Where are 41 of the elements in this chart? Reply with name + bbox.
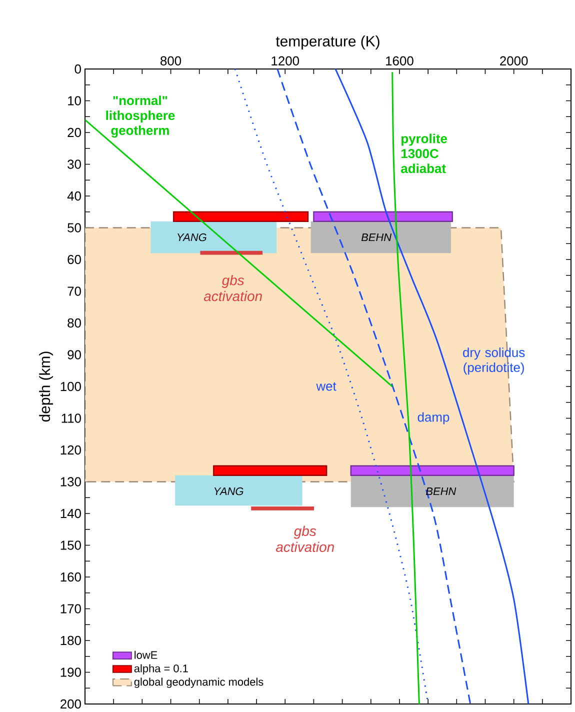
- y-tick-label: 70: [68, 286, 81, 296]
- y-tick-label: 0: [74, 64, 81, 74]
- annotation: YANG: [214, 487, 244, 496]
- y-tick-label: 100: [60, 382, 81, 392]
- legend-label: lowE: [134, 650, 158, 659]
- y-tick-label: 10: [68, 96, 81, 106]
- annotation: dry solidus (peridotite): [463, 348, 525, 375]
- y-tick-label: 50: [68, 223, 81, 232]
- annotation: pyrolite 1300C adiabat: [401, 134, 448, 174]
- line-series: [334, 69, 530, 704]
- y-tick-label: 80: [68, 318, 81, 328]
- x-tick-label: 800: [160, 56, 182, 66]
- y-tick-label: 30: [68, 160, 81, 169]
- legend-label: alpha = 0.1: [134, 664, 188, 674]
- y-tick-label: 60: [68, 254, 81, 264]
- x-tick-label: 1200: [272, 56, 300, 66]
- annotation: damp: [418, 412, 450, 424]
- x-tick-label: 2000: [500, 56, 528, 66]
- y-tick-label: 150: [60, 540, 81, 550]
- y-tick-label: 140: [60, 508, 81, 518]
- y-tick-label: 130: [60, 477, 81, 486]
- x-axis-title: temperature (K): [276, 36, 380, 50]
- annotation: YANG: [178, 233, 206, 242]
- y-tick-label: 170: [60, 604, 81, 614]
- y-tick-label: 160: [60, 572, 81, 582]
- y-tick-label: 200: [60, 699, 81, 709]
- annotation: wet: [316, 382, 336, 391]
- y-tick-label: 20: [68, 128, 81, 138]
- y-tick-label: 190: [60, 668, 81, 677]
- y-tick-label: 90: [68, 350, 81, 360]
- annotation: gbs activation: [276, 526, 334, 552]
- y-axis-title: depth (km): [39, 352, 54, 422]
- y-tick-label: 120: [60, 445, 81, 455]
- x-tick-label: 1600: [386, 56, 414, 66]
- y-tick-label: 180: [60, 636, 81, 646]
- y-tick-label: 40: [67, 191, 81, 201]
- legend-label: global geodynamic models: [134, 678, 264, 688]
- y-tick-label: 110: [62, 414, 81, 423]
- annotation: "normal" lithosphere geotherm: [106, 96, 175, 138]
- annotation: BEHN: [361, 234, 392, 242]
- annotation: gbs activation: [204, 274, 262, 302]
